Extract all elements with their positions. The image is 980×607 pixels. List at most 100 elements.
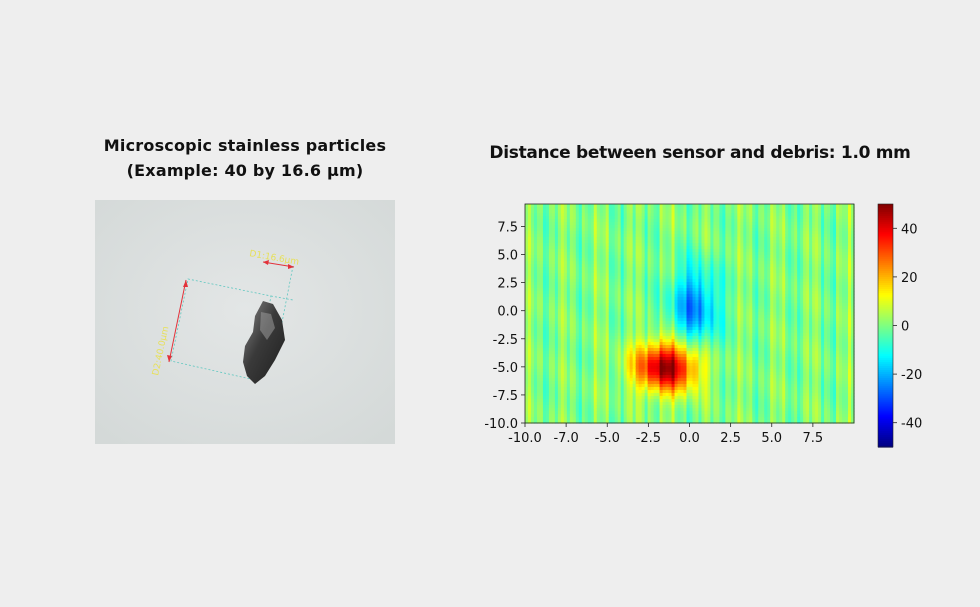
heatmap-cell bbox=[545, 351, 550, 355]
heatmap-cell bbox=[525, 291, 529, 295]
heatmap-cell bbox=[716, 219, 721, 223]
heatmap-cell bbox=[569, 384, 574, 388]
heatmap-cell bbox=[632, 267, 637, 271]
heatmap-cell bbox=[710, 252, 715, 256]
heatmap-cell bbox=[563, 216, 568, 220]
heatmap-cell bbox=[560, 312, 565, 316]
heatmap-cell bbox=[527, 345, 532, 349]
heatmap-cell bbox=[650, 294, 655, 298]
heatmap-cell bbox=[527, 384, 532, 388]
heatmap-cell bbox=[593, 276, 598, 280]
heatmap-cell bbox=[614, 213, 619, 217]
heatmap-cell bbox=[632, 294, 637, 298]
heatmap-cell bbox=[539, 300, 544, 304]
heatmap-cell bbox=[530, 267, 535, 271]
heatmap-cell bbox=[704, 219, 709, 223]
heatmap-cell bbox=[539, 348, 544, 352]
heatmap-cell bbox=[566, 204, 571, 208]
heatmap-cell bbox=[587, 345, 592, 349]
heatmap-cell bbox=[677, 414, 682, 418]
heatmap-cell bbox=[575, 360, 580, 364]
heatmap-cell bbox=[629, 402, 634, 406]
heatmap-cell bbox=[704, 390, 709, 394]
heatmap-cell bbox=[566, 384, 571, 388]
heatmap-cell bbox=[611, 204, 616, 208]
heatmap-cell bbox=[668, 333, 673, 337]
heatmap-cell bbox=[641, 399, 646, 403]
heatmap-cell bbox=[542, 258, 547, 262]
heatmap-cell bbox=[719, 402, 723, 406]
heatmap-cell bbox=[659, 408, 664, 412]
heatmap-cell bbox=[692, 303, 697, 307]
heatmap-cell bbox=[560, 207, 565, 211]
heatmap-cell bbox=[608, 399, 613, 403]
heatmap-cell bbox=[575, 258, 580, 262]
heatmap-cell bbox=[620, 237, 625, 241]
heatmap-cell bbox=[623, 222, 628, 226]
heatmap-cell bbox=[548, 258, 553, 262]
heatmap-cell bbox=[626, 402, 631, 406]
heatmap-cell bbox=[698, 312, 703, 316]
heatmap-cell bbox=[725, 237, 729, 241]
heatmap-cell bbox=[713, 264, 718, 268]
heatmap-cell bbox=[659, 342, 664, 346]
heatmap-cell bbox=[533, 240, 538, 244]
heatmap-cell bbox=[578, 327, 583, 331]
heatmap-cell bbox=[701, 282, 706, 286]
heatmap-cell bbox=[662, 408, 667, 412]
heatmap-cell bbox=[704, 378, 709, 382]
heatmap-cell bbox=[647, 345, 652, 349]
heatmap-cell bbox=[689, 237, 694, 241]
heatmap-cell bbox=[525, 252, 529, 256]
heatmap-cell bbox=[650, 216, 655, 220]
heatmap-cell bbox=[719, 303, 723, 307]
heatmap-cell bbox=[695, 369, 700, 373]
heatmap-cell bbox=[545, 279, 550, 283]
heatmap-cell bbox=[578, 255, 583, 259]
heatmap-cell bbox=[605, 336, 610, 340]
heatmap-cell bbox=[587, 411, 592, 415]
heatmap-cell bbox=[578, 411, 583, 415]
heatmap-cell bbox=[713, 327, 718, 331]
heatmap-cell bbox=[578, 207, 583, 211]
heatmap-cell bbox=[551, 336, 556, 340]
heatmap-cell bbox=[716, 225, 721, 229]
heatmap-cell bbox=[686, 276, 691, 280]
heatmap-cell bbox=[563, 213, 568, 217]
heatmap-cell bbox=[569, 396, 574, 400]
heatmap-cell bbox=[569, 345, 574, 349]
heatmap-cell bbox=[525, 399, 529, 403]
heatmap-cell bbox=[569, 264, 574, 268]
heatmap-cell bbox=[653, 285, 658, 289]
heatmap-cell bbox=[662, 243, 667, 247]
heatmap-cell bbox=[614, 234, 619, 238]
heatmap-cell bbox=[569, 279, 574, 283]
heatmap-cell bbox=[572, 321, 577, 325]
heatmap-cell bbox=[566, 213, 571, 217]
heatmap-cell bbox=[650, 285, 655, 289]
heatmap-cell bbox=[647, 261, 652, 265]
heatmap-cell bbox=[536, 294, 541, 298]
heatmap-cell bbox=[527, 285, 532, 289]
heatmap-cell bbox=[575, 390, 580, 394]
heatmap-cell bbox=[605, 414, 610, 418]
heatmap-cell bbox=[584, 258, 589, 262]
heatmap-cell bbox=[656, 330, 661, 334]
heatmap-cell bbox=[560, 276, 565, 280]
heatmap-cell bbox=[587, 417, 592, 421]
heatmap-cell bbox=[581, 327, 586, 331]
heatmap-cell bbox=[638, 273, 643, 277]
heatmap-cell bbox=[677, 297, 682, 301]
heatmap-cell bbox=[668, 204, 673, 208]
heatmap-cell bbox=[701, 234, 706, 238]
heatmap-cell bbox=[725, 225, 729, 229]
heatmap-cell bbox=[620, 264, 625, 268]
heatmap-cell bbox=[554, 279, 559, 283]
heatmap-cell bbox=[617, 243, 622, 247]
heatmap-cell bbox=[575, 252, 580, 256]
heatmap-cell bbox=[557, 324, 562, 328]
heatmap-cell bbox=[620, 396, 625, 400]
heatmap-cell bbox=[707, 282, 712, 286]
heatmap-cell bbox=[539, 414, 544, 418]
heatmap-cell bbox=[644, 258, 649, 262]
